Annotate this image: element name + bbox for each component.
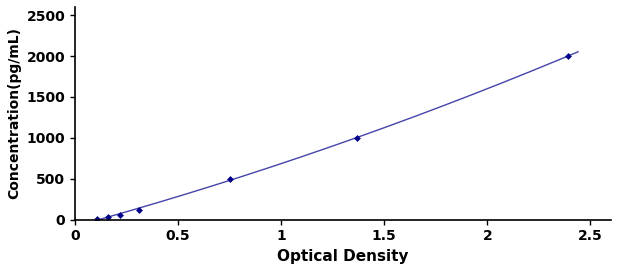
Point: [134, 207, 144, 212]
Point: [225, 177, 235, 181]
Point: [352, 136, 362, 140]
Point: [92, 216, 102, 221]
X-axis label: Optical Density: Optical Density: [277, 249, 408, 264]
Point: [103, 215, 113, 220]
Point: [115, 212, 125, 217]
Point: [563, 54, 573, 58]
Y-axis label: Concentration(pg/mL): Concentration(pg/mL): [7, 27, 21, 199]
